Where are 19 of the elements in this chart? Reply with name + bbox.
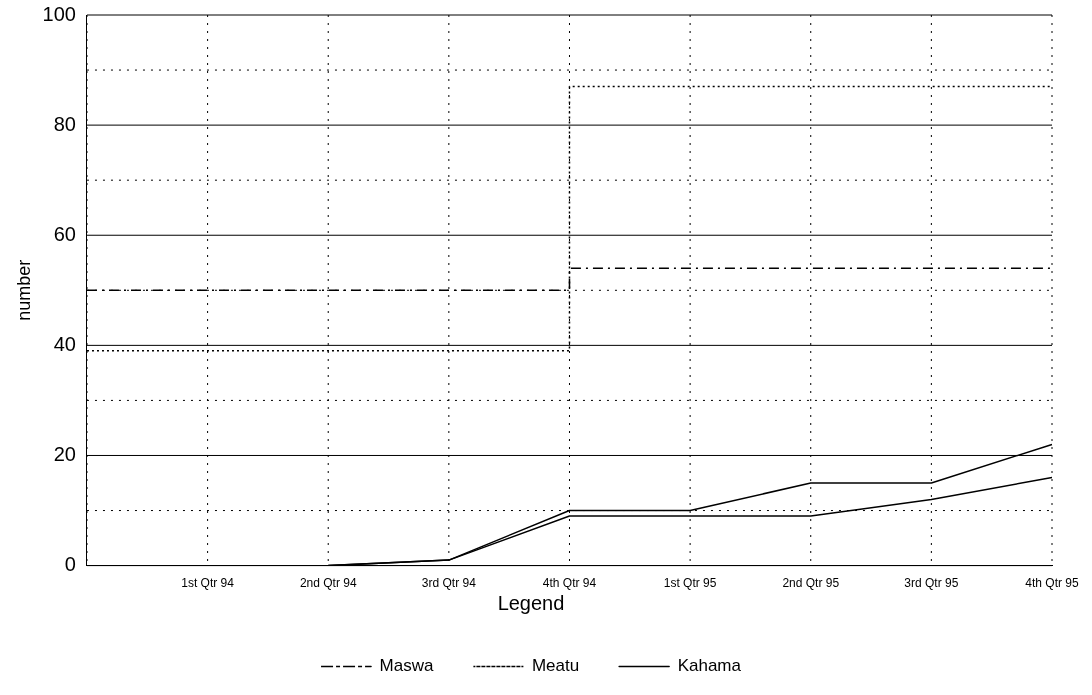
x-tick-label: 3rd Qtr 94: [421, 576, 477, 591]
y-tick-label: 0: [64, 553, 76, 576]
y-axis-title: number: [13, 259, 34, 321]
x-tick-label: 1st Qtr 94: [181, 576, 235, 591]
y-tick-label: 60: [53, 222, 76, 245]
legend-title: Legend: [497, 591, 565, 614]
x-tick-label: 1st Qtr 95: [663, 576, 717, 591]
x-tick-label: 4th Qtr 95: [1025, 576, 1079, 591]
y-tick-label: 20: [53, 443, 76, 465]
y-tick-label: 80: [53, 112, 76, 135]
x-tick-label: 2nd Qtr 94: [299, 576, 357, 591]
x-tick-label: 3rd Qtr 95: [904, 576, 959, 591]
legend-label: Kahama: [677, 656, 742, 676]
legend-label: Meatu: [531, 656, 580, 676]
x-tick-label: 4th Qtr 94: [542, 576, 597, 591]
y-tick-label: 40: [53, 332, 76, 355]
y-tick-label: 100: [42, 2, 76, 25]
x-tick-label: 2nd Qtr 95: [782, 576, 840, 591]
legend-label: Maswa: [379, 656, 434, 676]
